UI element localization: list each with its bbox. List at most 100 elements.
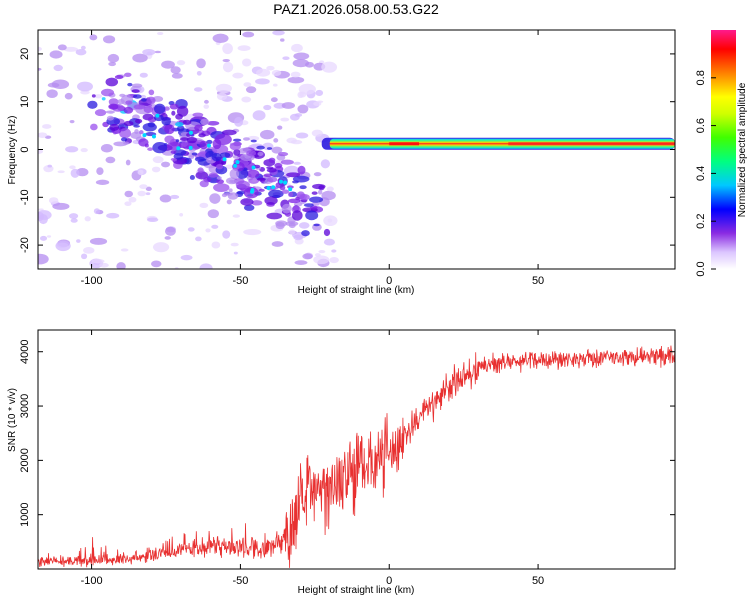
spectrogram-cell (147, 147, 154, 151)
spectrogram-cell (142, 48, 156, 56)
spectrogram-cell (290, 139, 303, 145)
snr-y-tick-label: 3000 (19, 394, 31, 418)
spectrogram-cell (70, 218, 78, 223)
spectrogram-cell (256, 68, 271, 77)
spectrogram-cell (132, 94, 142, 99)
spectrogram-cell (255, 78, 270, 85)
spectrogram-cell (151, 260, 162, 268)
spectrogram-peak (283, 180, 288, 185)
spectrogram-cell (295, 196, 300, 201)
snr-y-tick-label: 4000 (19, 339, 31, 363)
spectrogram-cell (313, 223, 320, 227)
spectrogram-cell (170, 66, 181, 74)
colorbar-label: Normalized spectral amplitude (737, 82, 748, 217)
spectrogram-cell (123, 141, 130, 145)
snr-y-tick-label: 2000 (19, 448, 31, 472)
spectrogram-cell (157, 31, 164, 36)
spectrogram-cell (294, 260, 308, 265)
spectrogram-cell (280, 38, 285, 42)
spectrogram-cell (125, 100, 133, 105)
spectrogram-cell (264, 196, 278, 205)
spectrogram-peak (188, 130, 193, 135)
spectrogram-cell (315, 89, 324, 96)
spectrogram-cell (211, 152, 222, 162)
spectrogram-cell (94, 109, 107, 117)
colorbar-tick-label: 0.0 (695, 261, 707, 276)
spectrogram-peak (288, 187, 293, 192)
snr-x-tick-label: -100 (81, 575, 103, 587)
spectrogram-cell (100, 88, 115, 97)
spectrogram-cell (288, 222, 296, 229)
spectrogram-cell (256, 145, 265, 150)
spectrogram-cell (257, 151, 264, 156)
spectrogram-cell (145, 186, 152, 192)
spectrogram-y-tick-label: 0 (19, 146, 31, 152)
spectrogram-cell (65, 146, 79, 153)
spectrogram-cell (169, 103, 179, 110)
spectrogram-cell (195, 236, 202, 242)
spectrogram-cell (216, 179, 224, 184)
spectrogram-cell (281, 189, 290, 194)
spectrogram-cell (114, 74, 124, 80)
spectrogram-cell (243, 82, 252, 87)
spectrogram-cell (305, 61, 314, 68)
main-line-peak (389, 142, 420, 146)
spectrogram-cell (143, 106, 154, 114)
spectrogram-cell (280, 117, 290, 122)
spectrogram-x-tick-label: 0 (386, 275, 392, 287)
spectrogram-cell (125, 159, 131, 166)
spectrogram-cell (38, 132, 48, 138)
spectrogram-cell (187, 227, 195, 232)
spectrogram-cell (120, 248, 129, 252)
spectrogram-cell (141, 98, 147, 102)
spectrogram-cell (243, 204, 255, 211)
snr-y-label: SNR (10 * v/v) (7, 388, 18, 452)
spectrogram-cell (266, 166, 274, 170)
spectrogram-cell (317, 189, 323, 195)
spectrogram-cell (294, 113, 303, 117)
spectrogram-cell (49, 50, 63, 59)
spectrogram-cell (196, 58, 206, 69)
spectrogram-cell (38, 253, 49, 265)
spectrogram-cell (259, 129, 275, 140)
spectrogram-y-label: Frequency (Hz) (7, 116, 18, 185)
spectrogram-cell (206, 139, 213, 145)
spectrogram-cell (176, 60, 186, 66)
spectrogram-cell (281, 102, 296, 109)
spectrogram-cell (242, 31, 255, 38)
spectrogram-cell (229, 168, 240, 180)
spectrogram-cell (175, 122, 184, 127)
spectrogram-cell (234, 116, 244, 127)
spectrogram-cell (123, 106, 134, 114)
spectrogram-cell (318, 250, 326, 254)
spectrogram-cell (302, 253, 313, 260)
spectrogram-cell (237, 45, 251, 52)
spectrogram-cell (124, 72, 132, 77)
spectrogram-cell (161, 161, 171, 168)
spectrogram-cell (246, 150, 257, 157)
spectrogram-cell (232, 214, 240, 218)
spectrogram-cell (266, 212, 283, 220)
spectrogram-cell (100, 144, 113, 153)
spectrogram-cell (91, 94, 96, 98)
spectrogram-cell (208, 172, 219, 178)
spectrogram-cell (101, 97, 106, 101)
spectrogram-cell (263, 173, 273, 178)
spectrogram-cell (171, 73, 183, 79)
spectrogram-cell (117, 98, 125, 105)
spectrogram-cell (303, 203, 314, 208)
spectrogram-cell (120, 137, 128, 142)
spectrogram-cell (161, 116, 171, 126)
spectrogram-peak (155, 113, 160, 118)
spectrogram-cell (191, 152, 198, 156)
spectrogram-cell (274, 162, 283, 169)
spectrogram-cell (146, 217, 159, 222)
spectrogram-cell (163, 106, 170, 111)
spectrogram-cell (298, 222, 310, 229)
spectrogram-peak (222, 157, 227, 162)
spectrogram-cell (291, 210, 303, 221)
spectrogram-cell (128, 196, 137, 203)
spectrogram-cell (252, 179, 257, 183)
